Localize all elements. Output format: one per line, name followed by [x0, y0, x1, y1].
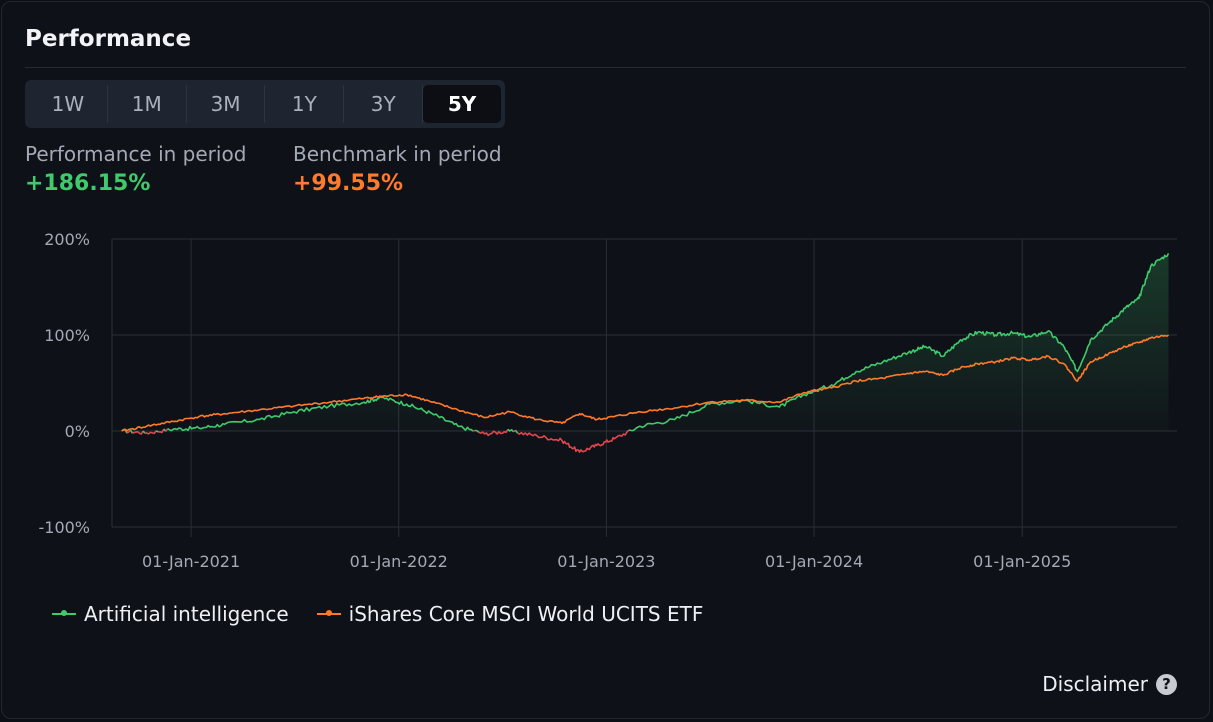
y-tick-label: 0%	[65, 422, 90, 441]
ai-series-line	[167, 395, 474, 432]
x-tick-label: 01-Jan-2021	[142, 552, 240, 571]
ai-series-line-negative	[517, 429, 630, 453]
disclaimer-link[interactable]: Disclaimer ?	[1042, 672, 1177, 696]
y-tick-label: 100%	[44, 326, 90, 345]
x-tick-label: 01-Jan-2023	[557, 552, 655, 571]
ai-series-line	[142, 430, 146, 434]
ai-series-line-negative	[158, 428, 165, 434]
legend-label-benchmark: iShares Core MSCI World UCITS ETF	[348, 602, 704, 626]
legend-item-benchmark[interactable]: iShares Core MSCI World UCITS ETF	[316, 602, 704, 626]
x-tick-label: 01-Jan-2024	[765, 552, 863, 571]
benchmark-stat: Benchmark in period +99.55%	[293, 142, 502, 196]
ai-series-line	[628, 253, 1170, 432]
legend-item-ai[interactable]: Artificial intelligence	[52, 602, 289, 626]
tab-3m[interactable]: 3M	[187, 85, 266, 123]
ai-series-line	[155, 430, 159, 433]
page-title: Performance	[25, 26, 192, 52]
y-tick-label: 200%	[44, 230, 90, 249]
ai-series-line	[514, 429, 519, 434]
benchmark-series-line	[121, 334, 1169, 432]
x-tick-label: 01-Jan-2022	[350, 552, 448, 571]
ai-series-line-negative	[144, 430, 157, 435]
ai-series-line-negative	[126, 429, 132, 434]
period-tabs: 1W 1M 3M 1Y 3Y 5Y	[25, 80, 505, 128]
chart-legend: Artificial intelligence iShares Core MSC…	[52, 602, 731, 626]
benchmark-value: +99.55%	[293, 171, 404, 196]
ai-series-line-negative	[472, 429, 476, 432]
ai-series-line-negative	[478, 428, 509, 437]
performance-chart: 200% 100% 0% -100% 01-Jan-2021 01-Jan-2022 01-…	[38, 230, 1177, 571]
help-circle-icon[interactable]: ?	[1156, 673, 1177, 695]
tab-3y[interactable]: 3Y	[344, 85, 424, 123]
disclaimer-label: Disclaimer	[1042, 672, 1148, 696]
ai-series-line	[474, 429, 480, 434]
tab-1y[interactable]: 1Y	[265, 85, 345, 123]
y-tick-label: -100%	[38, 518, 90, 537]
legend-label-ai: Artificial intelligence	[84, 602, 289, 626]
ai-series-line-negative	[132, 430, 144, 435]
tab-1w[interactable]: 1W	[29, 85, 108, 123]
performance-label: Performance in period	[25, 142, 247, 166]
x-tick-label: 01-Jan-2025	[973, 552, 1071, 571]
tab-1m[interactable]: 1M	[108, 85, 187, 123]
performance-value: +186.15%	[25, 171, 151, 196]
ai-series-line	[507, 428, 515, 433]
ai-series-line	[129, 429, 134, 434]
title-divider	[25, 67, 1186, 68]
ai-area-fill	[121, 253, 1169, 453]
legend-swatch-benchmark	[316, 610, 341, 616]
performance-stat: Performance in period +186.15%	[25, 142, 246, 196]
tab-5y[interactable]: 5Y	[423, 85, 501, 123]
legend-swatch-ai	[52, 610, 76, 616]
benchmark-label: Benchmark in period	[293, 142, 502, 166]
